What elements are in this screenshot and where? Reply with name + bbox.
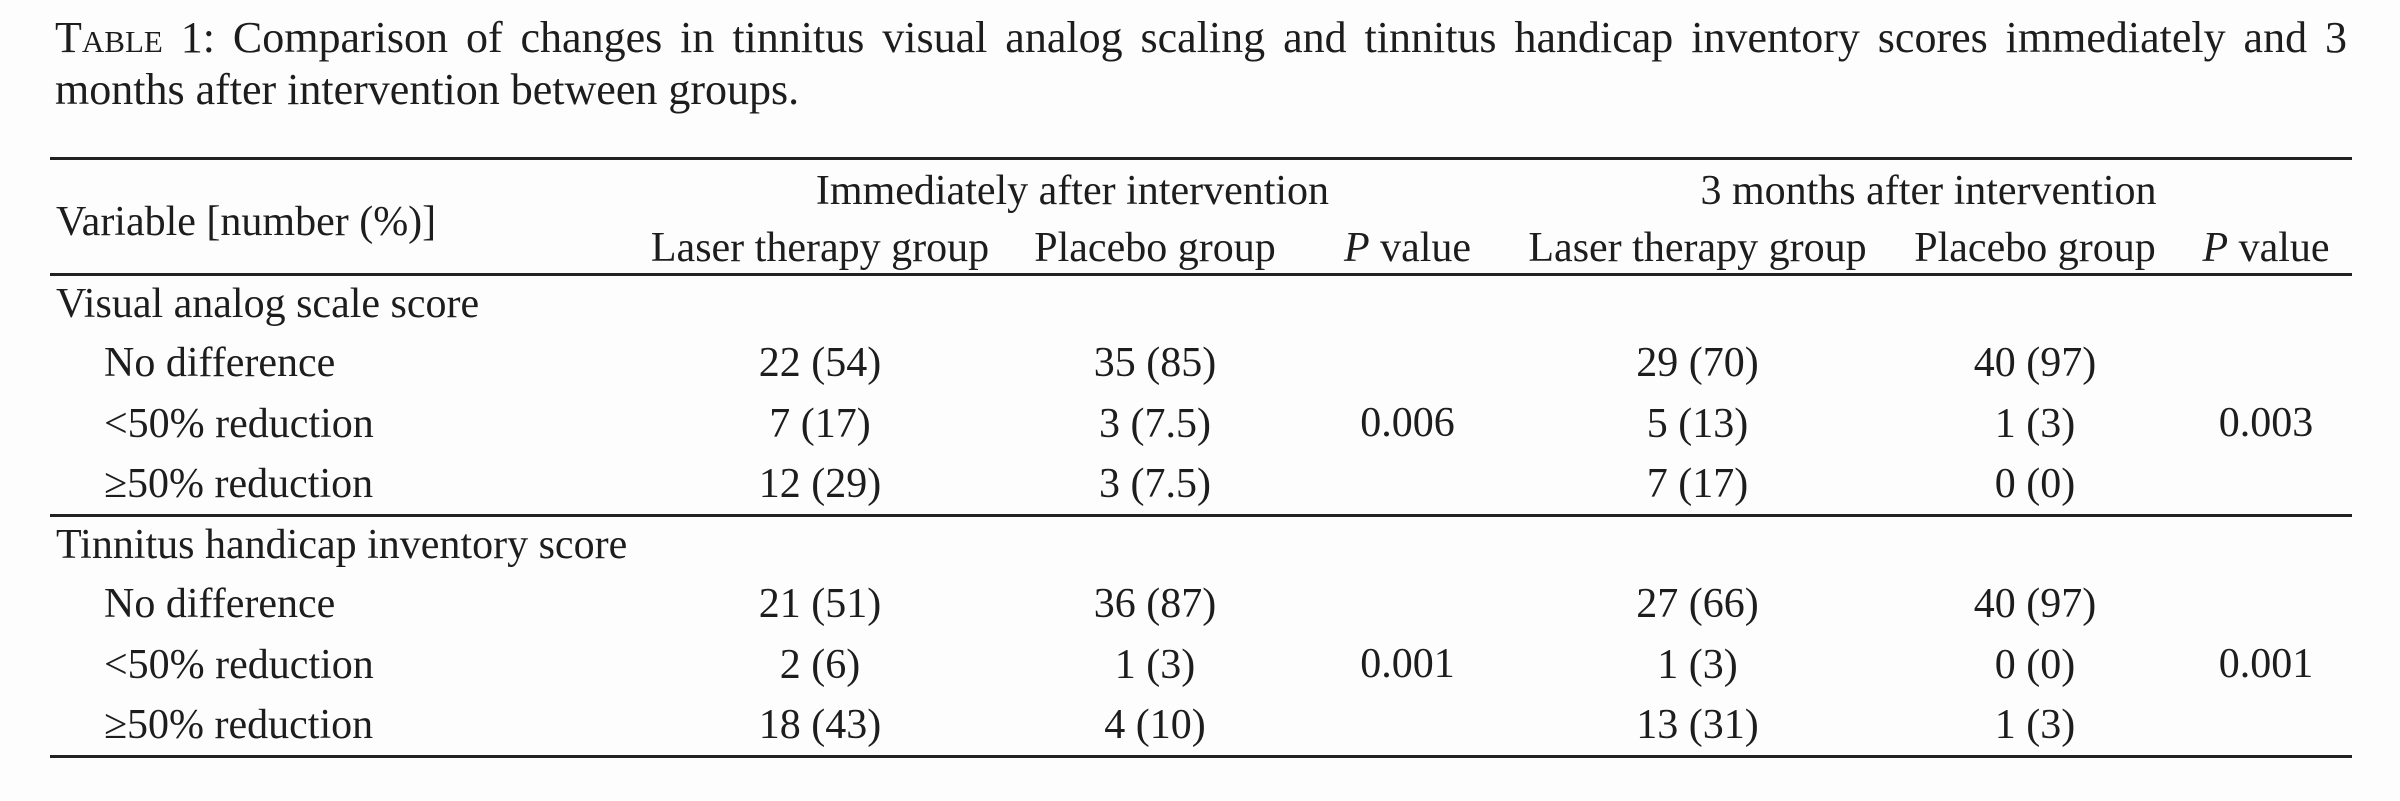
value-cell: 18 (43) bbox=[758, 702, 882, 749]
column-header-placebo-three-months: Placebo group bbox=[1890, 222, 2180, 276]
row-label: <50% reduction bbox=[104, 401, 374, 447]
table-row: No difference 22 (54) 35 (85) 0.006 29 (… bbox=[50, 333, 2352, 446]
section-title: Tinnitus handicap inventory score bbox=[50, 514, 2353, 574]
header-row-columns: Laser therapy group Placebo group P valu… bbox=[50, 222, 2353, 276]
header-row-groups: Variable [number (%)] Immediately after … bbox=[50, 158, 2352, 276]
value-cell: 0 (0) bbox=[1994, 642, 2076, 688]
row-label: ≥50% reduction bbox=[104, 702, 374, 749]
table-row: No difference 21 (51) 36 (87) 0.001 27 (… bbox=[50, 574, 2352, 687]
value-cell: 21 (51) bbox=[758, 581, 882, 627]
column-header-pvalue-immediate: P value bbox=[1310, 222, 1505, 276]
value-cell: 35 (85) bbox=[1093, 340, 1217, 386]
value-cell: 22 (54) bbox=[758, 340, 882, 386]
table-row: <50% reduction 7 (17) 3 (7.5) 5 (13) 1 (… bbox=[50, 394, 2352, 455]
value-cell: 3 (7.5) bbox=[1099, 461, 1211, 508]
row-label: No difference bbox=[104, 581, 336, 627]
value-cell: 2 (6) bbox=[779, 642, 861, 688]
section-title: Visual analog scale score bbox=[56, 281, 480, 328]
comparison-table: Variable [number (%)] Immediately after … bbox=[50, 157, 2353, 758]
value-cell: 36 (87) bbox=[1093, 581, 1217, 627]
section-row-vas: Visual analog scale score bbox=[50, 275, 2352, 333]
value-cell: 40 (97) bbox=[1973, 340, 2097, 386]
column-header-placebo-immediate: Placebo group bbox=[1000, 222, 1310, 276]
value-cell: 1 (3) bbox=[1114, 642, 1196, 688]
p-value-cell: 0.006 bbox=[1360, 400, 1455, 447]
p-value-cell: 0.001 bbox=[2218, 641, 2314, 688]
group-header-immediate: Immediately after intervention bbox=[815, 168, 1330, 215]
value-cell: 12 (29) bbox=[758, 461, 882, 508]
value-cell: 4 (10) bbox=[1104, 702, 1206, 749]
column-header-pvalue-three-months: P value bbox=[2180, 222, 2353, 276]
p-value-cell: 0.001 bbox=[1360, 641, 1455, 688]
variable-column-header: Variable [number (%)] bbox=[50, 158, 640, 276]
row-label: ≥50% reduction bbox=[104, 461, 374, 508]
column-header-laser-immediate: Laser therapy group bbox=[640, 222, 1000, 276]
section-row-thi: Tinnitus handicap inventory score bbox=[50, 514, 2353, 574]
row-label: No difference bbox=[104, 340, 336, 386]
value-cell: 1 (3) bbox=[1657, 642, 1738, 688]
value-cell: 5 (13) bbox=[1646, 401, 1749, 447]
value-cell: 29 (70) bbox=[1636, 340, 1759, 386]
caption-label: Table bbox=[55, 13, 163, 62]
value-cell: 27 (66) bbox=[1636, 581, 1759, 627]
table-row: ≥50% reduction 18 (43) 4 (10) 13 (31) 1 … bbox=[50, 696, 2352, 757]
value-cell: 0 (0) bbox=[1994, 461, 2076, 508]
group-header-three-months: 3 months after intervention bbox=[1700, 168, 2157, 215]
table-row: <50% reduction 2 (6) 1 (3) 1 (3) 0 (0) bbox=[50, 635, 2352, 696]
caption-text: 1: Comparison of changes in tinnitus vis… bbox=[55, 13, 2348, 114]
value-cell: 13 (31) bbox=[1636, 702, 1759, 749]
value-cell: 1 (3) bbox=[1994, 401, 2076, 447]
table-caption: Table 1: Comparison of changes in tinnit… bbox=[55, 12, 2347, 116]
value-cell: 40 (97) bbox=[1973, 581, 2097, 627]
row-label: <50% reduction bbox=[104, 642, 374, 688]
value-cell: 7 (17) bbox=[769, 401, 871, 447]
table-row: ≥50% reduction 12 (29) 3 (7.5) 7 (17) 0 … bbox=[50, 455, 2352, 516]
value-cell: 7 (17) bbox=[1646, 461, 1749, 508]
column-header-laser-three-months: Laser therapy group bbox=[1505, 222, 1890, 276]
value-cell: 1 (3) bbox=[1994, 702, 2076, 749]
value-cell: 3 (7.5) bbox=[1099, 401, 1211, 447]
p-value-cell: 0.003 bbox=[2218, 400, 2314, 447]
